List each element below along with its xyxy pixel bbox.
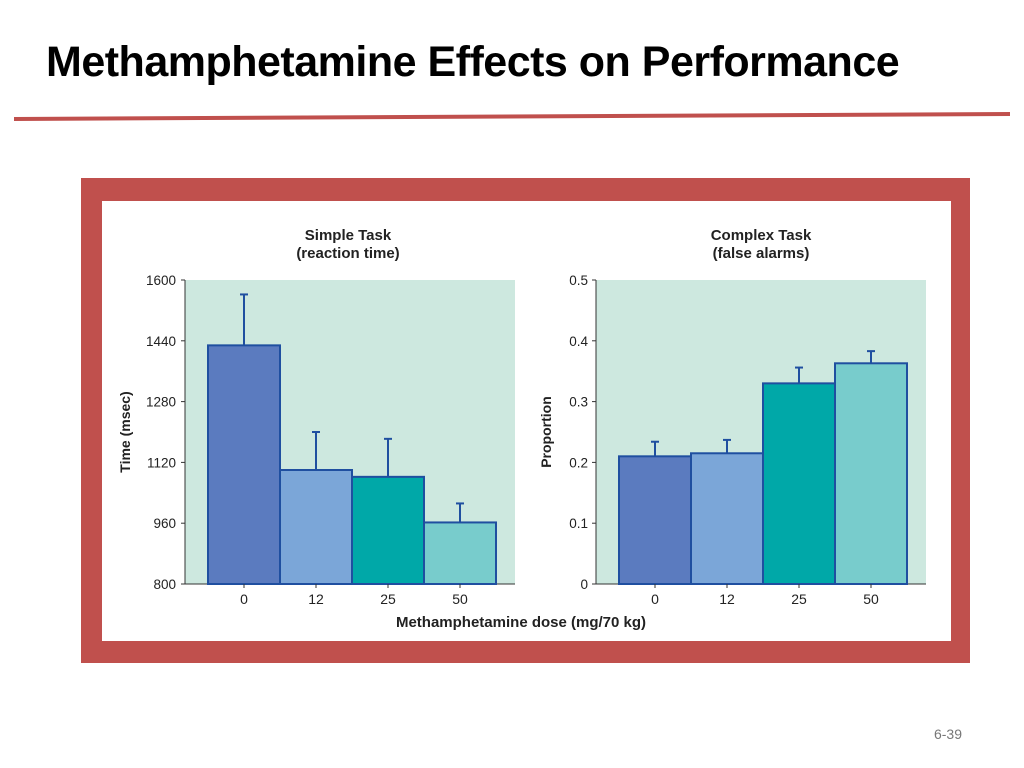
x-tick-label: 25 [791, 591, 807, 607]
y-tick-label: 0.5 [569, 273, 588, 288]
bar [834, 362, 908, 585]
y-axis-label: Proportion [538, 396, 554, 468]
y-tick-label: 960 [153, 516, 176, 531]
chart-subtitle: (reaction time) [296, 245, 399, 262]
y-tick-label: 0.1 [569, 516, 588, 531]
y-tick-label: 1120 [147, 455, 176, 470]
bar [618, 455, 692, 586]
y-tick-label: 1600 [146, 273, 176, 288]
shared-x-axis-label: Methamphetamine dose (mg/70 kg) [396, 614, 646, 631]
bar [207, 344, 281, 585]
y-axis-label: Time (msec) [117, 391, 133, 472]
y-tick-label: 0.2 [569, 455, 588, 470]
slide-title: Methamphetamine Effects on Performance [46, 38, 900, 86]
figure-panel: Simple Task(reaction time) 800 960 1120 1280… [81, 178, 970, 663]
y-tick-label: 0 [580, 577, 588, 592]
x-tick-label: 0 [651, 591, 659, 607]
bar [279, 469, 353, 585]
bar [690, 452, 764, 585]
x-tick-label: 50 [863, 591, 879, 607]
x-tick-label: 50 [452, 591, 468, 607]
title-divider [14, 112, 1010, 121]
chart-title: Simple Task [305, 227, 392, 244]
slide-number: 6-39 [933, 726, 962, 742]
y-tick-label: 1440 [146, 334, 176, 349]
x-tick-label: 12 [719, 591, 735, 607]
bar [762, 382, 836, 585]
title-divider-line [14, 112, 1010, 121]
chart-simple-task: Simple Task(reaction time) 800 960 1120 1280… [117, 227, 515, 607]
chart-subtitle: (false alarms) [713, 245, 810, 262]
y-tick-label: 1280 [146, 395, 176, 410]
bar [351, 475, 425, 585]
y-tick-label: 800 [153, 577, 176, 592]
x-tick-label: 12 [308, 591, 324, 607]
y-tick-label: 0.4 [569, 334, 588, 349]
bar [423, 521, 497, 586]
x-tick-label: 0 [240, 591, 248, 607]
chart-title: Complex Task [711, 227, 812, 244]
y-tick-label: 0.3 [569, 395, 588, 410]
chart-complex-task: Complex Task(false alarms) 0 0.1 0.2 0.3 0.4 0… [538, 227, 926, 607]
x-tick-label: 25 [380, 591, 396, 607]
